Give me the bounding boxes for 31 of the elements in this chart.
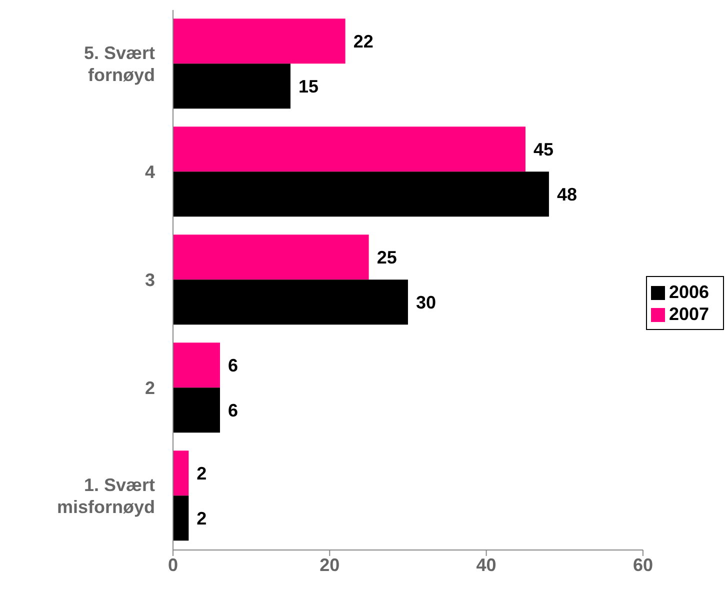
bar <box>173 450 189 496</box>
x-tick-label: 20 <box>320 554 340 575</box>
data-label: 2 <box>196 508 207 529</box>
data-label: 6 <box>228 356 238 376</box>
data-label: 15 <box>298 76 319 97</box>
y-tick-label: 1. Svært misfornøyd <box>56 475 155 517</box>
y-tick-label: 2 <box>144 378 155 398</box>
x-tick-label: 0 <box>168 554 178 575</box>
bar <box>173 280 408 325</box>
bar <box>173 388 220 433</box>
y-tick-label: 5. Svært fornøyd <box>84 43 155 85</box>
bar <box>173 64 290 109</box>
bar <box>173 342 220 388</box>
bar <box>173 18 346 64</box>
legend-label: 2006 <box>668 282 709 302</box>
legend-label: 2007 <box>668 304 709 324</box>
bar <box>173 234 369 280</box>
data-label: 30 <box>416 292 436 313</box>
x-tick-label: 40 <box>476 554 496 575</box>
data-label: 45 <box>533 140 554 160</box>
bar <box>173 172 549 217</box>
y-tick-label: 4 <box>144 162 155 182</box>
data-label: 2 <box>196 464 207 484</box>
bar <box>173 496 189 541</box>
x-tick-label: 60 <box>632 554 653 575</box>
data-label: 25 <box>376 248 397 268</box>
data-label: 48 <box>556 184 577 205</box>
data-label: 22 <box>353 32 374 52</box>
bar <box>173 126 526 172</box>
y-tick-label: 3 <box>144 270 155 290</box>
data-label: 6 <box>228 400 238 421</box>
